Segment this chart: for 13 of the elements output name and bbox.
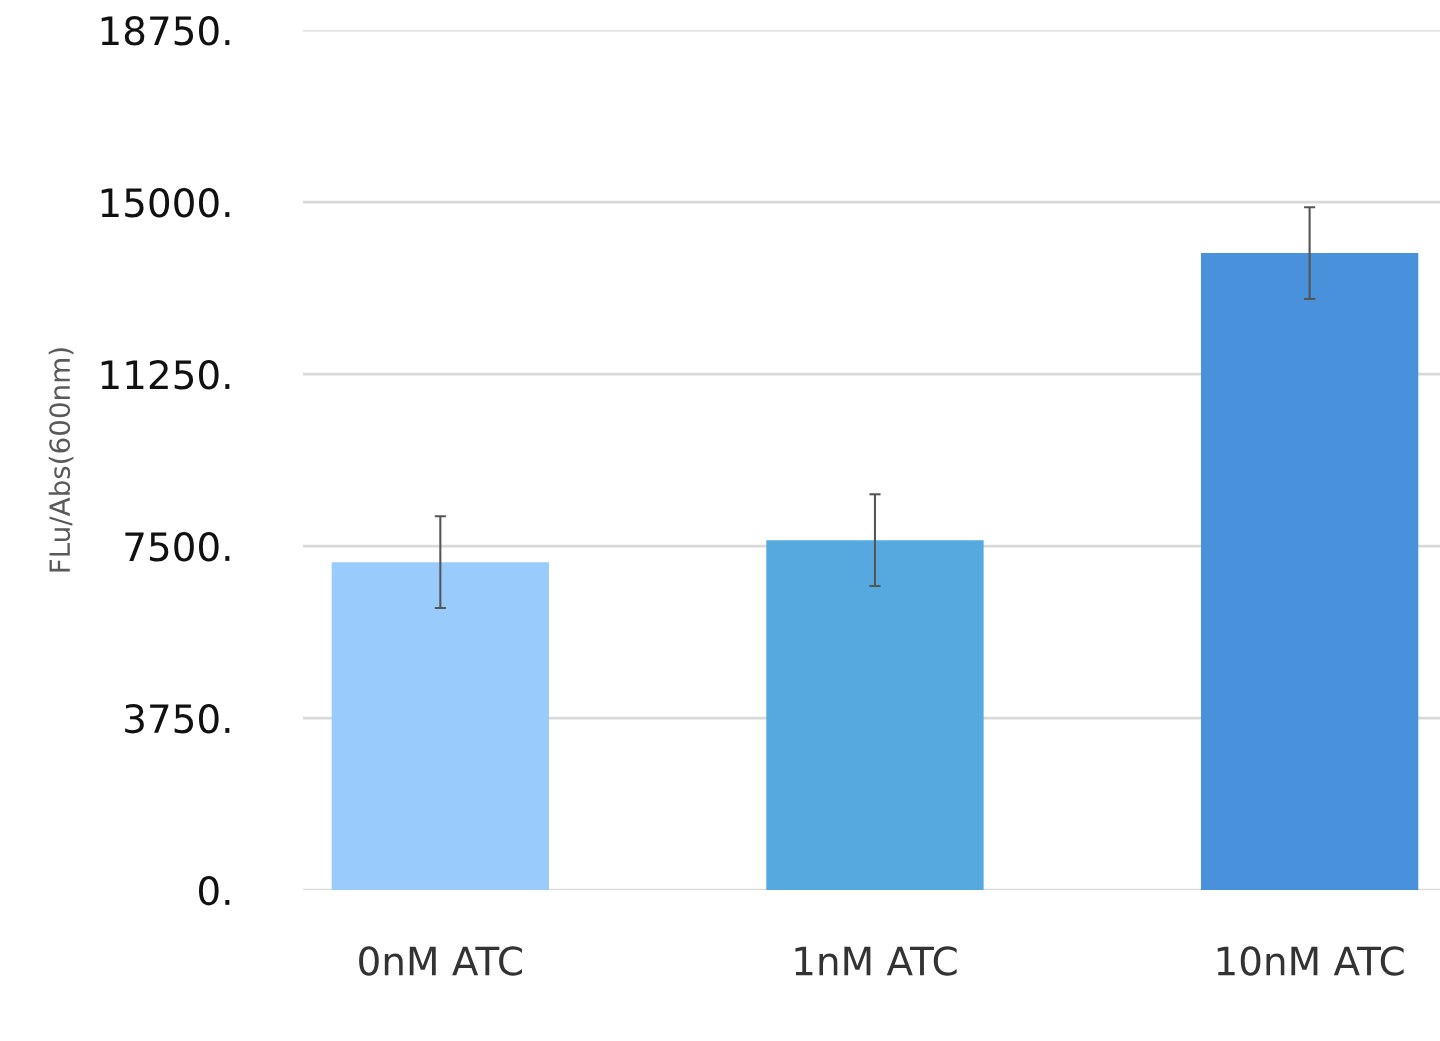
- y-tick-label: 3750.: [125, 703, 230, 734]
- bar: [1200, 253, 1419, 891]
- bar: [766, 540, 984, 891]
- x-tick-label: 1nM ATC: [795, 946, 957, 976]
- y-tick-label: 18750.: [101, 16, 230, 46]
- y-tick-label: 7500.: [125, 532, 230, 562]
- y-tick-label: 0.: [198, 875, 230, 906]
- x-tick-label: 10nM ATC: [1217, 946, 1404, 976]
- y-axis-title: FLu/Abs(600nm): [48, 348, 74, 572]
- x-tick-label: 0nM ATC: [359, 946, 522, 976]
- bar: [331, 562, 549, 891]
- y-tick-label: 15000.: [101, 188, 230, 218]
- y-tick-label: 11250.: [101, 360, 230, 390]
